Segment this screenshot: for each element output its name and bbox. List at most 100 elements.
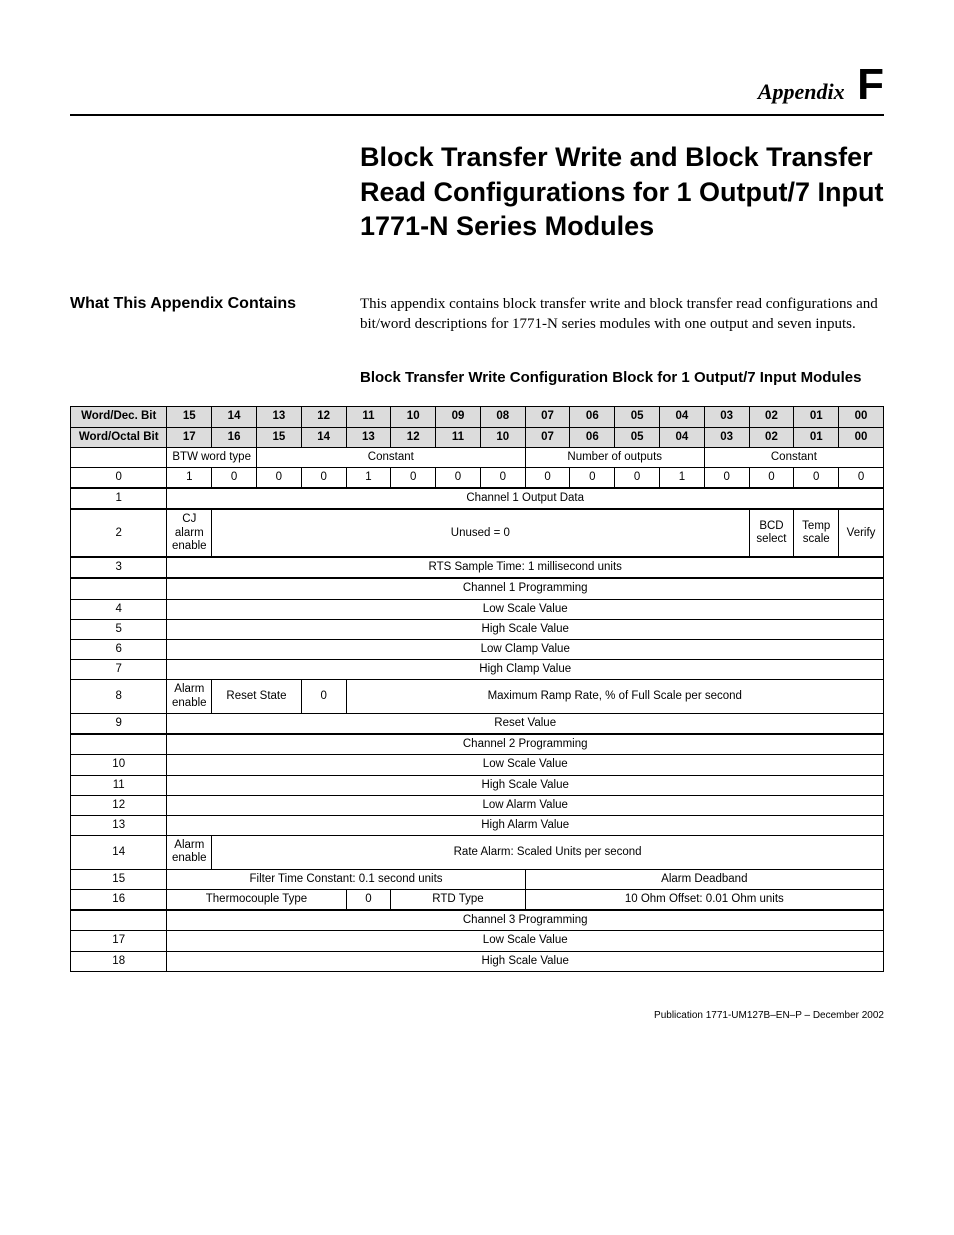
word-cell: 15: [71, 869, 167, 889]
word-cell: 12: [71, 795, 167, 815]
bit-header: 04: [660, 407, 705, 427]
bit-header: 13: [256, 407, 301, 427]
table-row: 6Low Clamp Value: [71, 640, 884, 660]
data-cell: High Scale Value: [167, 951, 884, 971]
word-cell: 5: [71, 619, 167, 639]
word-cell: 10: [71, 755, 167, 775]
word-cell: 8: [71, 680, 167, 713]
intro-body: This appendix contains block transfer wr…: [360, 294, 884, 335]
table-row: 16Thermocouple Type0RTD Type10 Ohm Offse…: [71, 889, 884, 910]
data-cell: 0: [212, 468, 257, 489]
bit-header: 12: [391, 427, 436, 447]
bit-header: 10: [391, 407, 436, 427]
bit-header: 10: [480, 427, 525, 447]
bit-header: 11: [346, 407, 391, 427]
bit-header: 03: [704, 407, 749, 427]
data-cell: Alarm Deadband: [525, 869, 883, 889]
data-cell: Channel 2 Programming: [167, 734, 884, 755]
bit-header: 14: [301, 427, 346, 447]
table-row: 17Low Scale Value: [71, 931, 884, 951]
word-cell: 6: [71, 640, 167, 660]
data-cell: High Alarm Value: [167, 815, 884, 835]
word-cell: 3: [71, 557, 167, 578]
table-row: 4Low Scale Value: [71, 599, 884, 619]
table-row: 9Reset Value: [71, 713, 884, 734]
data-cell: Thermocouple Type: [167, 889, 346, 910]
word-cell: 16: [71, 889, 167, 910]
word-cell: 17: [71, 931, 167, 951]
bit-header: 01: [794, 427, 839, 447]
word-cell: 4: [71, 599, 167, 619]
data-cell: Temp scale: [794, 509, 839, 557]
data-cell: 0: [704, 468, 749, 489]
data-cell: Low Alarm Value: [167, 795, 884, 815]
data-cell: Verify: [839, 509, 884, 557]
bit-header: 04: [660, 427, 705, 447]
word-cell: 11: [71, 775, 167, 795]
bit-header: 08: [480, 407, 525, 427]
data-cell: Channel 3 Programming: [167, 910, 884, 931]
bit-header: 06: [570, 427, 615, 447]
table-row: 12Low Alarm Value: [71, 795, 884, 815]
bit-header: 06: [570, 407, 615, 427]
bit-header: 05: [615, 407, 660, 427]
header-label: Word/Dec. Bit: [71, 407, 167, 427]
bit-header: 07: [525, 427, 570, 447]
data-cell: 1: [346, 468, 391, 489]
data-cell: 0: [480, 468, 525, 489]
data-cell: Reset State: [212, 680, 302, 713]
data-cell: Alarm enable: [167, 680, 212, 713]
data-cell: Alarm enable: [167, 836, 212, 869]
table-row: 11High Scale Value: [71, 775, 884, 795]
word-cell: [71, 910, 167, 931]
table-row: 5High Scale Value: [71, 619, 884, 639]
data-cell: 0: [301, 680, 346, 713]
data-cell: Constant: [256, 447, 525, 467]
data-cell: 1: [660, 468, 705, 489]
data-cell: BCD select: [749, 509, 794, 557]
data-cell: High Clamp Value: [167, 660, 884, 680]
bit-header: 11: [436, 427, 481, 447]
data-cell: CJ alarm enable: [167, 509, 212, 557]
data-cell: 1: [167, 468, 212, 489]
data-cell: Channel 1 Output Data: [167, 488, 884, 509]
bit-header: 03: [704, 427, 749, 447]
table-header-row: Word/Octal Bit17161514131211100706050403…: [71, 427, 884, 447]
data-cell: Reset Value: [167, 713, 884, 734]
data-cell: 0: [256, 468, 301, 489]
data-cell: Low Scale Value: [167, 755, 884, 775]
data-cell: Low Clamp Value: [167, 640, 884, 660]
data-cell: 0: [615, 468, 660, 489]
table-row: 01000100000010000: [71, 468, 884, 489]
word-cell: 9: [71, 713, 167, 734]
bit-header: 12: [301, 407, 346, 427]
appendix-label: Appendix: [758, 79, 845, 104]
appendix-header: Appendix F: [70, 60, 884, 116]
bit-header: 02: [749, 427, 794, 447]
table-row: 2CJ alarm enableUnused = 0BCD selectTemp…: [71, 509, 884, 557]
data-cell: 0: [301, 468, 346, 489]
data-cell: 0: [391, 468, 436, 489]
bit-header: 02: [749, 407, 794, 427]
data-cell: 0: [346, 889, 391, 910]
publication-footer: Publication 1771-UM127B–EN–P – December …: [70, 1010, 884, 1021]
intro-row: What This Appendix Contains This appendi…: [70, 294, 884, 335]
table-header-row: Word/Dec. Bit151413121110090807060504030…: [71, 407, 884, 427]
bit-header: 17: [167, 427, 212, 447]
bit-header: 15: [256, 427, 301, 447]
data-cell: RTD Type: [391, 889, 525, 910]
header-label: Word/Octal Bit: [71, 427, 167, 447]
word-cell: 2: [71, 509, 167, 557]
data-cell: Number of outputs: [525, 447, 704, 467]
table-row: 8Alarm enableReset State0Maximum Ramp Ra…: [71, 680, 884, 713]
bit-header: 15: [167, 407, 212, 427]
word-cell: 13: [71, 815, 167, 835]
table-row: 14Alarm enableRate Alarm: Scaled Units p…: [71, 836, 884, 869]
data-cell: Filter Time Constant: 0.1 second units: [167, 869, 525, 889]
word-cell: 18: [71, 951, 167, 971]
data-cell: High Scale Value: [167, 775, 884, 795]
data-cell: 0: [570, 468, 615, 489]
data-cell: Unused = 0: [212, 509, 749, 557]
data-cell: Low Scale Value: [167, 599, 884, 619]
table-row: Channel 3 Programming: [71, 910, 884, 931]
